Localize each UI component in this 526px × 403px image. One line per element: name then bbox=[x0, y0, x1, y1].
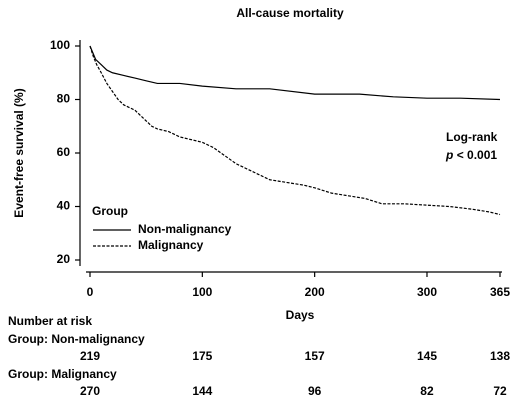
y-axis-label: Event-free survival (%) bbox=[12, 88, 26, 217]
y-tick-label: 60 bbox=[57, 145, 71, 159]
x-tick-label: 100 bbox=[192, 285, 212, 299]
risk-count: 157 bbox=[305, 349, 325, 363]
risk-group-label: Group: Non-malignancy bbox=[8, 332, 145, 346]
y-tick-label: 80 bbox=[57, 92, 71, 106]
risk-count: 270 bbox=[80, 384, 100, 398]
x-tick-label: 200 bbox=[305, 285, 325, 299]
p-text: < 0.001 bbox=[457, 148, 498, 162]
annotation-p: p < 0.001 bbox=[445, 148, 497, 162]
survival-curve bbox=[89, 45, 501, 216]
risk-count: 82 bbox=[420, 384, 434, 398]
risk-count: 72 bbox=[493, 384, 507, 398]
risk-count: 219 bbox=[80, 349, 100, 363]
y-tick-label: 100 bbox=[50, 38, 70, 52]
legend-label: Malignancy bbox=[138, 238, 204, 252]
legend-label: Non-malignancy bbox=[138, 222, 232, 236]
risk-count: 138 bbox=[490, 349, 510, 363]
risk-count: 175 bbox=[192, 349, 212, 363]
annotation-test: Log-rank bbox=[446, 130, 498, 144]
chart-title: All-cause mortality bbox=[236, 6, 344, 20]
x-tick-label: 0 bbox=[87, 285, 94, 299]
survival-curve bbox=[89, 45, 501, 101]
x-tick-label: 300 bbox=[417, 285, 437, 299]
x-axis-label: Days bbox=[286, 308, 315, 322]
x-tick-label: 365 bbox=[490, 285, 510, 299]
risk-count: 96 bbox=[308, 384, 322, 398]
risk-title: Number at risk bbox=[8, 314, 92, 328]
y-tick-label: 20 bbox=[57, 252, 71, 266]
risk-count: 145 bbox=[417, 349, 437, 363]
y-tick-label: 40 bbox=[57, 199, 71, 213]
p-symbol: p bbox=[445, 148, 453, 162]
risk-count: 144 bbox=[192, 384, 212, 398]
legend-title: Group bbox=[92, 204, 128, 218]
risk-group-label: Group: Malignancy bbox=[8, 367, 117, 381]
